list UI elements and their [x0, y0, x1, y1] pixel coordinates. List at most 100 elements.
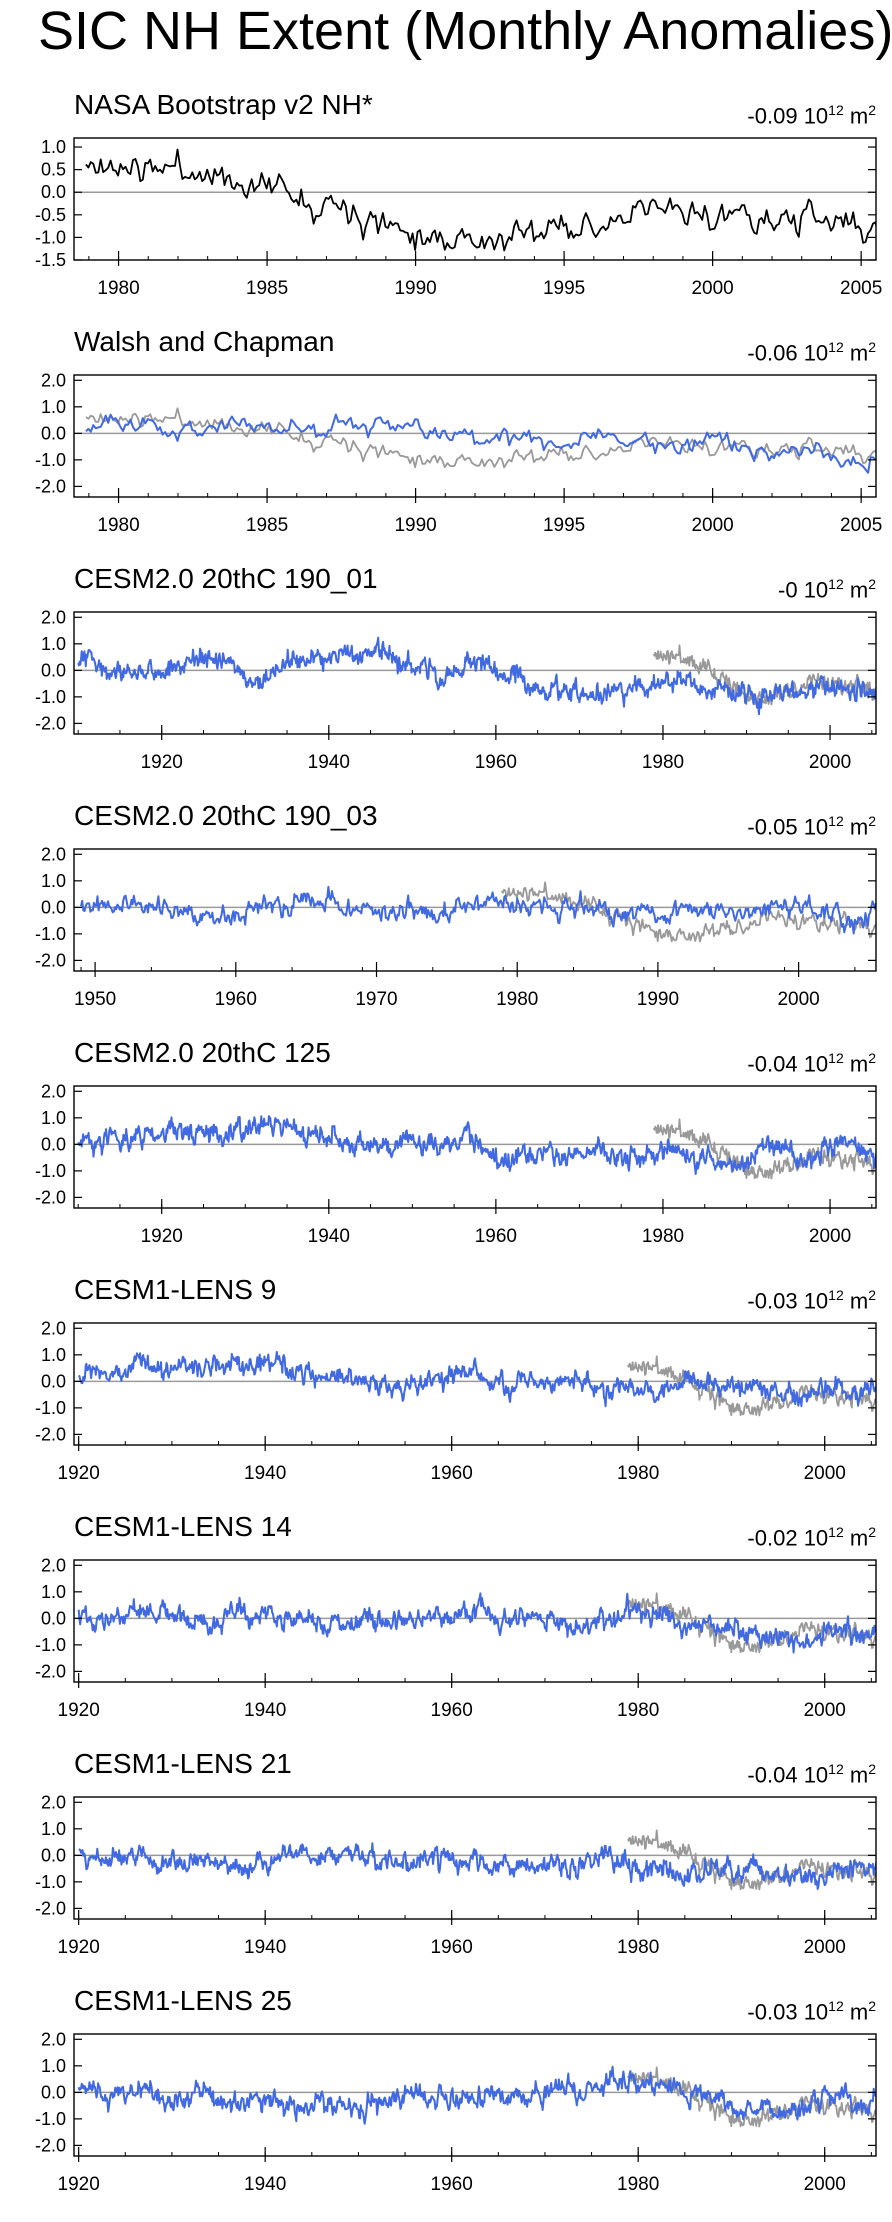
page-title: SIC NH Extent (Monthly Anomalies) — [38, 1, 892, 61]
trend-tail: m — [843, 1762, 869, 1788]
trend-label: -0.04 1012 m2 — [747, 1044, 876, 1078]
trend-tail: m — [843, 1288, 869, 1314]
y-tick-label: 2.0 — [41, 1081, 66, 1101]
trend-unit: 10 — [803, 577, 829, 603]
series-line-model — [77, 1350, 876, 1408]
trend-value: -0.06 — [747, 340, 804, 366]
trend-tail-exponent: 2 — [868, 339, 876, 355]
x-tick-label: 1990 — [394, 515, 436, 536]
series-group — [80, 881, 876, 943]
series-line-obs — [627, 1592, 876, 1654]
trend-unit: 10 — [803, 1525, 829, 1551]
chart-panel: CESM1-LENS 14 -0.02 1012 m2 2.0 1.0 0.0 -1.0 -… — [0, 1510, 892, 1748]
trend-value: -0.09 — [747, 103, 804, 129]
trend-label: -0.09 1012 m2 — [747, 96, 876, 130]
plot-frame — [73, 1559, 877, 1683]
series-line-obs — [627, 1355, 876, 1417]
x-tick-label: 2000 — [691, 278, 733, 299]
y-tick-label: 1.0 — [41, 2056, 66, 2076]
x-tick-label: 2005 — [840, 515, 882, 536]
x-tick-label: 1980 — [617, 1463, 659, 1484]
trend-unit: 10 — [803, 340, 829, 366]
y-tick-label: -2.0 — [35, 713, 66, 733]
x-tick-label: 1980 — [97, 278, 139, 299]
y-tick-label: 2.0 — [41, 1792, 66, 1812]
chart-svg: 2.0 1.0 0.0 -1.0 -2.0 1920 1940 1960 1980 2000 — [35, 1792, 877, 1958]
x-tick-label: 1940 — [308, 752, 350, 773]
chart-svg: 2.0 1.0 0.0 -1.0 -2.0 1950 1960 1970 1980 1990 200… — [35, 844, 877, 1010]
y-tick-label: -1.0 — [35, 924, 66, 944]
x-tick-label: 1990 — [637, 989, 679, 1010]
x-tick-label: 1960 — [431, 1463, 473, 1484]
x-tick-label: 1940 — [244, 1937, 286, 1958]
y-tick-label: -1.0 — [35, 2109, 66, 2129]
trend-unit: 10 — [803, 103, 829, 129]
x-tick-label: 1940 — [308, 1226, 350, 1247]
chart-title: Walsh and Chapman — [74, 326, 335, 357]
chart-title: CESM2.0 20thC 190_01 — [74, 563, 378, 594]
series-group — [78, 1829, 876, 1891]
y-tick-label: 2.0 — [41, 607, 66, 627]
x-tick-label: 2000 — [804, 1700, 846, 1721]
y-tick-label: 2.0 — [41, 1555, 66, 1575]
x-tick-label: 1995 — [543, 515, 585, 536]
y-tick-label: -2.0 — [35, 1187, 66, 1207]
x-tick-label: 1960 — [475, 1226, 517, 1247]
trend-exponent: 12 — [828, 102, 844, 118]
trend-label: -0.05 1012 m2 — [747, 807, 876, 841]
trend-label: -0 1012 m2 — [778, 570, 876, 604]
x-tick-label: 1960 — [215, 989, 257, 1010]
trend-value: -0.02 — [747, 1525, 804, 1551]
y-tick-label: -0.5 — [35, 205, 66, 225]
chart-svg: 2.0 1.0 0.0 -1.0 -2.0 1920 1940 1960 1980 2000 — [35, 607, 877, 773]
series-line-obs — [652, 1118, 876, 1180]
trend-label: -0.04 1012 m2 — [747, 1755, 876, 1789]
y-tick-label: 1.0 — [41, 1582, 66, 1602]
y-tick-label: 0.0 — [41, 1845, 66, 1865]
y-tick-label: -2.0 — [35, 2135, 66, 2155]
x-tick-label: 2005 — [840, 278, 882, 299]
trend-exponent: 12 — [828, 1050, 844, 1066]
series-line-model — [77, 636, 876, 716]
x-tick-label: 2000 — [804, 1937, 846, 1958]
x-tick-label: 1960 — [431, 1937, 473, 1958]
plot-frame — [73, 2033, 877, 2157]
y-tick-label: 0.0 — [41, 1134, 66, 1154]
series-line-obs — [652, 644, 876, 706]
trend-tail-exponent: 2 — [868, 1524, 876, 1540]
trend-tail-exponent: 2 — [868, 1050, 876, 1066]
trend-tail-exponent: 2 — [868, 102, 876, 118]
plot-frame — [73, 1322, 877, 1446]
x-tick-label: 1940 — [244, 1463, 286, 1484]
trend-value: -0.04 — [747, 1051, 804, 1077]
trend-value: -0 — [778, 577, 804, 603]
chart-svg: 2.0 1.0 0.0 -1.0 -2.0 1920 1940 1960 1980 2000 — [35, 1555, 877, 1721]
x-tick-label: 1920 — [58, 1463, 100, 1484]
x-tick-label: 1985 — [246, 278, 288, 299]
trend-unit: 10 — [803, 814, 829, 840]
x-tick-label: 1995 — [543, 278, 585, 299]
trend-tail-exponent: 2 — [868, 1761, 876, 1777]
series-line-model — [77, 1592, 876, 1654]
chart-panel: CESM1-LENS 21 -0.04 1012 m2 2.0 1.0 0.0 -1.0 -… — [0, 1747, 892, 1985]
x-tick-label: 1970 — [355, 989, 397, 1010]
y-tick-label: 0.0 — [41, 423, 66, 443]
y-tick-label: 1.0 — [41, 1819, 66, 1839]
x-tick-label: 2000 — [809, 1226, 851, 1247]
y-tick-label: 1.0 — [41, 397, 66, 417]
chart-title: CESM1-LENS 21 — [74, 1748, 292, 1779]
y-tick-label: -1.0 — [35, 1872, 66, 1892]
y-tick-label: -2.0 — [35, 1424, 66, 1444]
chart-panel: CESM1-LENS 25 -0.03 1012 m2 2.0 1.0 0.0 -1.0 -… — [0, 1984, 892, 2222]
trend-unit: 10 — [803, 1762, 829, 1788]
series-group — [77, 636, 876, 716]
y-tick-label: -2.0 — [35, 950, 66, 970]
x-tick-label: 2000 — [777, 989, 819, 1010]
chart-panel: CESM2.0 20thC 190_01 -0 1012 m2 2.0 1.0 0.0 -… — [0, 562, 892, 800]
chart-svg: 2.0 1.0 0.0 -1.0 -2.0 1920 1940 1960 1980 2000 — [35, 2029, 877, 2195]
series-group — [77, 1350, 876, 1417]
trend-value: -0.03 — [747, 1288, 804, 1314]
y-tick-label: -1.0 — [35, 1161, 66, 1181]
trend-tail: m — [843, 1525, 869, 1551]
x-tick-label: 2000 — [809, 752, 851, 773]
